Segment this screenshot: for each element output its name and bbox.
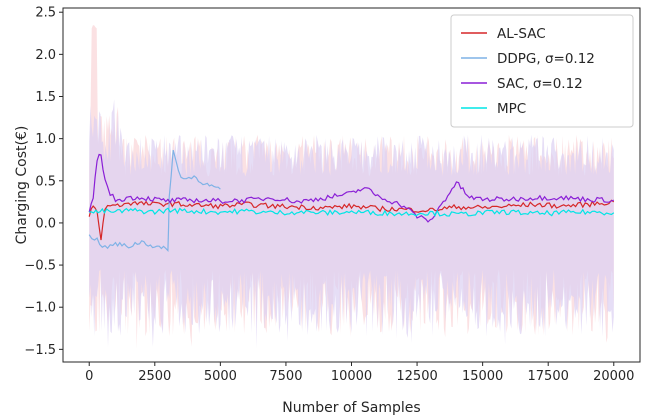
series-line-ddpg-0-12 — [88, 149, 221, 253]
y-tick-label: −0.5 — [24, 259, 56, 274]
legend-box — [450, 14, 634, 128]
x-tick-label: 5000 — [204, 369, 237, 384]
legend-label-sac-0-12: SAC, σ=0.12 — [497, 76, 583, 92]
noise-band-group — [89, 25, 614, 349]
legend: AL-SAC DDPG, σ=0.12 SAC, σ=0.12 MPC — [450, 14, 634, 128]
x-tick-label: 17500 — [528, 369, 569, 384]
x-axis-label: Number of Samples — [282, 400, 420, 416]
x-tick-label: 10000 — [331, 369, 372, 384]
y-tick-label: 2.5 — [35, 6, 56, 21]
y-tick-label: 2.0 — [35, 48, 56, 63]
y-tick-label: −1.5 — [24, 343, 56, 358]
legend-label-al-sac: AL-SAC — [497, 26, 546, 42]
y-tick-label: −1.0 — [24, 301, 56, 316]
y-tick-label: 0.5 — [35, 174, 56, 189]
x-tick-label: 12500 — [396, 369, 437, 384]
x-ticks-group: 0 2500 5000 7500 10000 12500 15000 17500 20000 — [85, 362, 634, 384]
series-line-mpc — [89, 207, 615, 217]
series-line-al-sac — [88, 199, 615, 241]
y-ticks-group: −1.5 −1.0 −0.5 0.0 0.5 1.0 1.5 2.0 2.5 — [24, 6, 63, 358]
x-tick-label: 20000 — [593, 369, 634, 384]
y-axis-label: Charging Cost(€) — [14, 126, 30, 245]
y-tick-label: 1.5 — [35, 90, 56, 105]
y-tick-label: 1.0 — [35, 132, 56, 147]
x-tick-label: 0 — [85, 369, 93, 384]
y-tick-label: 0.0 — [35, 216, 56, 231]
series-line-sac-0-12 — [88, 153, 614, 223]
x-tick-label: 7500 — [269, 369, 302, 384]
x-tick-label: 15000 — [462, 369, 503, 384]
series-lines-group — [88, 149, 615, 253]
x-tick-label: 2500 — [138, 369, 171, 384]
legend-label-ddpg-0-12: DDPG, σ=0.12 — [497, 51, 595, 67]
noise-band-2 — [89, 99, 614, 348]
legend-label-mpc: MPC — [497, 101, 526, 117]
